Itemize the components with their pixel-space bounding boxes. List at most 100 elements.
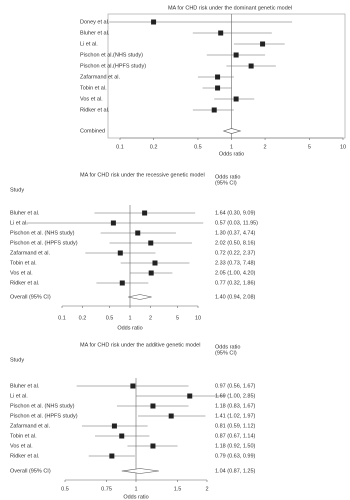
estimate-label: 0.57 (0.03, 11.95) xyxy=(215,220,258,226)
x-tick-label: 1 xyxy=(134,486,137,492)
estimate-square xyxy=(233,96,239,102)
study-label: Li et al. xyxy=(10,220,28,226)
study-label: Ridker et al. xyxy=(10,280,40,286)
x-tick-label: 0.75 xyxy=(101,486,112,492)
study-label: Bluher et al. xyxy=(10,210,40,216)
estimate-label: 0.81 (0.59, 1.12) xyxy=(215,423,256,429)
study-label: Pischon et al. (NHS study) xyxy=(10,403,75,409)
estimate-label: 0.79 (0.63, 0.99) xyxy=(215,453,256,459)
x-tick-label: 10 xyxy=(340,144,346,150)
estimate-label: 1.18 (0.92, 1.50) xyxy=(215,443,256,449)
summary-diamond xyxy=(128,294,152,300)
x-tick-label: 1.5 xyxy=(174,486,182,492)
summary-diamond xyxy=(222,128,242,134)
estimate-square xyxy=(260,41,266,47)
study-label: Bluher et al. xyxy=(10,383,40,389)
plot-frame xyxy=(107,13,346,139)
summary-diamond xyxy=(121,468,159,474)
study-label: Vos et al. xyxy=(10,270,33,276)
study-label: Pischon et al. (HPFS study) xyxy=(10,240,78,246)
chart-title: MA for CHD risk under the recessive gene… xyxy=(80,172,205,178)
x-tick-label: 0.1 xyxy=(58,315,66,321)
estimate-label: 2.05 (1.00, 4.20) xyxy=(215,270,256,276)
estimate-square xyxy=(119,280,125,286)
study-label: Ridker et al. xyxy=(10,453,40,459)
study-label: Tobin et al. xyxy=(80,85,107,91)
study-header: Study xyxy=(10,357,24,363)
estimate-square xyxy=(135,230,141,236)
study-label: Tobin et al. xyxy=(10,260,37,266)
estimate-square xyxy=(109,453,115,459)
forest-plot: MA for CHD risk under the additive genet… xyxy=(10,342,256,500)
x-tick-label: 0.2 xyxy=(150,144,158,150)
study-label: Pischon et al. (NHS study) xyxy=(10,230,75,236)
estimate-label: 0.72 (0.22, 2.37) xyxy=(215,250,256,256)
study-label: Li et al. xyxy=(80,41,98,47)
study-label: Pischon et al.(NHS study) xyxy=(80,52,143,58)
x-tick-label: 0.5 xyxy=(194,144,202,150)
estimate-square xyxy=(148,270,154,276)
forest-plot: MA for CHD risk under the recessive gene… xyxy=(10,172,258,331)
estimate-square xyxy=(168,413,174,419)
x-tick-label: 0.5 xyxy=(106,315,114,321)
estimate-header: (95% CI) xyxy=(215,180,237,186)
x-axis-label: Odds ratio xyxy=(123,494,148,500)
study-label: Zafarmand et al. xyxy=(80,74,121,80)
summary-label: Overall (95% CI) xyxy=(10,294,51,300)
x-tick-label: 10 xyxy=(195,315,201,321)
study-label: Zafarmand et al. xyxy=(10,250,51,256)
estimate-label: 2.02 (0.50, 8.16) xyxy=(215,240,256,246)
study-label: Doney et al. xyxy=(80,19,110,25)
estimate-label: 0.77 (0.32, 1.86) xyxy=(215,280,256,286)
estimate-square xyxy=(218,30,224,36)
study-label: Vos et al. xyxy=(80,96,103,102)
estimate-label: 2.33 (0.73, 7.48) xyxy=(215,260,256,266)
estimate-square xyxy=(248,63,254,69)
estimate-square xyxy=(150,403,156,409)
x-tick-label: 2 xyxy=(264,144,267,150)
x-tick-label: 2 xyxy=(149,315,152,321)
plot-area xyxy=(76,383,225,474)
estimate-square xyxy=(151,19,157,25)
estimate-square xyxy=(211,107,217,113)
estimate-label: 0.87 (0.67, 1.14) xyxy=(215,433,256,439)
estimate-header: Odds ratio xyxy=(215,344,240,350)
estimate-square xyxy=(117,250,123,256)
estimate-label: 1.18 (0.83, 1.67) xyxy=(215,403,256,409)
summary-estimate-label: 1.04 (0.87, 1.25) xyxy=(215,468,256,474)
x-tick-label: 1 xyxy=(128,315,131,321)
study-label: Tobin et al. xyxy=(10,433,37,439)
estimate-square xyxy=(215,74,221,80)
x-tick-label: 0.5 xyxy=(61,486,69,492)
x-tick-label: 1 xyxy=(230,144,233,150)
estimate-square xyxy=(119,433,125,439)
estimate-square xyxy=(187,393,193,399)
study-label: Bluher et al. xyxy=(80,30,110,36)
forest-plot: MA for CHD risk under the dominant genet… xyxy=(80,5,346,157)
estimate-square xyxy=(150,443,156,449)
study-label: Vos et al. xyxy=(10,443,33,449)
estimate-label: 1.69 (1.00, 2.85) xyxy=(215,393,256,399)
estimate-square xyxy=(148,240,154,246)
chart-title: MA for CHD risk under the additive genet… xyxy=(80,342,200,348)
estimate-header: (95% CI) xyxy=(215,350,237,356)
plot-area xyxy=(109,19,293,134)
estimate-square xyxy=(215,85,221,91)
x-tick-label: 0.1 xyxy=(116,144,124,150)
estimate-square xyxy=(152,260,158,266)
study-header: Study xyxy=(10,187,24,193)
study-label: Pischon et al. (HPFS study) xyxy=(10,413,78,419)
study-label: Pischon et al.(HPFS study) xyxy=(80,63,146,69)
estimate-square xyxy=(130,383,136,389)
estimate-square xyxy=(233,52,239,58)
estimate-header: Odds ratio xyxy=(215,174,240,180)
estimate-label: 0.97 (0.56, 1.67) xyxy=(215,383,256,389)
x-tick-label: 5 xyxy=(308,144,311,150)
estimate-label: 1.30 (0.37, 4.74) xyxy=(215,230,256,236)
summary-label: Overall (95% CI) xyxy=(10,468,51,474)
x-axis-label: Odds ratio xyxy=(117,325,142,331)
x-axis-label: Odds ratio xyxy=(219,151,244,157)
estimate-square xyxy=(142,210,148,216)
estimate-square xyxy=(111,423,117,429)
